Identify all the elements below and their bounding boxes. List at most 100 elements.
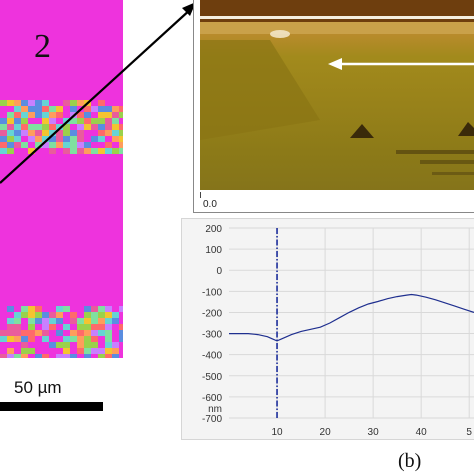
grain-cell — [56, 312, 63, 318]
grain-cell — [84, 124, 91, 130]
grain-cell — [112, 318, 119, 324]
grain-cell — [112, 124, 119, 130]
y-tick-label: -300 — [202, 330, 222, 341]
grain-cell — [21, 312, 28, 318]
grain-cell — [7, 348, 14, 354]
afm-step-3 — [432, 172, 474, 175]
grain-cell — [91, 312, 98, 318]
afm-topography-image — [200, 0, 474, 190]
grain-cell — [7, 306, 14, 312]
grain-cell — [14, 100, 21, 106]
grain-cell — [14, 354, 21, 358]
grain-cell — [28, 130, 35, 136]
grain-cell — [56, 124, 63, 130]
grain-cell — [105, 342, 112, 348]
afm-indent-2 — [458, 122, 474, 136]
grain-cell — [35, 318, 42, 324]
grain-cell — [21, 130, 28, 136]
grain-cell — [7, 112, 14, 118]
grain-cell — [98, 118, 105, 124]
grain-cell — [63, 348, 70, 354]
grain-cell — [91, 148, 98, 154]
grain-cell — [105, 124, 112, 130]
grain-cell — [42, 354, 49, 358]
grain-cell — [112, 354, 119, 358]
grain-cell — [70, 136, 77, 142]
grain-cell — [49, 318, 56, 324]
grain-cell — [49, 112, 56, 118]
grain-cell — [7, 136, 14, 142]
grain-cell — [7, 318, 14, 324]
grain-cell — [35, 124, 42, 130]
grain-cell — [98, 136, 105, 142]
grain-cell — [7, 124, 14, 130]
grain-cell — [42, 330, 49, 336]
afm-bright-ledge — [200, 22, 474, 34]
grain-cell — [84, 336, 91, 342]
grain-cell — [91, 348, 98, 354]
grain-cell — [56, 112, 63, 118]
grain-cell — [28, 318, 35, 324]
grain-cell — [49, 148, 56, 154]
afm-shadow-region — [200, 40, 320, 140]
grain-cell — [35, 330, 42, 336]
grain-cell — [98, 330, 105, 336]
grain-cell — [105, 130, 112, 136]
grain-cell — [91, 118, 98, 124]
grain-cell — [77, 342, 84, 348]
grain-cell — [70, 106, 77, 112]
grain-cell — [119, 130, 123, 136]
grain-cell — [70, 148, 77, 154]
grain-cell — [21, 100, 28, 106]
grain-cell — [77, 142, 84, 148]
grain-cell — [105, 324, 112, 330]
grain-cell — [91, 136, 98, 142]
y-axis-unit-label: nm — [208, 404, 222, 415]
grain-cell — [28, 100, 35, 106]
profile-series-line — [229, 293, 474, 342]
grain-cell — [70, 312, 77, 318]
grain-cell — [28, 106, 35, 112]
grain-cell — [21, 118, 28, 124]
y-tick-label: 100 — [205, 245, 222, 256]
grain-cell — [70, 330, 77, 336]
grain-number-label: 2 — [34, 28, 51, 65]
scale-bar-label: 50 µm — [14, 378, 62, 397]
grain-cell — [105, 330, 112, 336]
grain-cell — [77, 124, 84, 130]
grain-cell — [49, 118, 56, 124]
grain-cell — [35, 142, 42, 148]
fine-grain-band-lower — [0, 306, 123, 358]
grain-cell — [84, 348, 91, 354]
y-tick-label: -200 — [202, 308, 222, 319]
grain-cell — [0, 354, 7, 358]
grain-cell — [84, 118, 91, 124]
grain-cell — [0, 124, 7, 130]
grain-cell — [14, 330, 21, 336]
grain-cell — [56, 330, 63, 336]
grain-cell — [7, 130, 14, 136]
afm-bright-line — [200, 16, 474, 19]
grain-cell — [42, 136, 49, 142]
grain-cell — [28, 324, 35, 330]
grain-cell — [119, 136, 123, 142]
grain-cell — [35, 312, 42, 318]
grain-cell — [84, 112, 91, 118]
grain-cell — [63, 342, 70, 348]
grain-cell — [119, 142, 123, 148]
grain-cell — [77, 318, 84, 324]
grain-cell — [112, 148, 119, 154]
grain-cell — [14, 124, 21, 130]
grain-cell — [14, 106, 21, 112]
grain-cell — [91, 324, 98, 330]
grain-cell — [21, 348, 28, 354]
grain-cell — [21, 354, 28, 358]
grain-cell — [91, 306, 98, 312]
grain-cell — [56, 354, 63, 358]
grain-cell — [70, 354, 77, 358]
grain-cell — [77, 148, 84, 154]
grain-cell — [21, 124, 28, 130]
grain-cell — [56, 306, 63, 312]
grain-cell — [77, 118, 84, 124]
afm-scale-origin: 0.0 — [203, 199, 217, 210]
